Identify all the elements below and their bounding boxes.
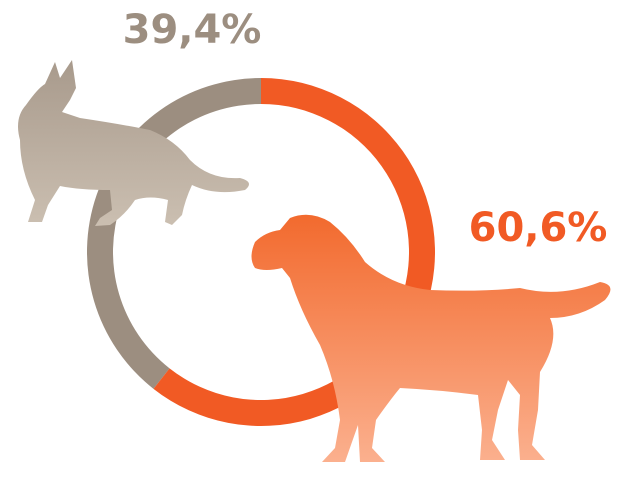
page: 39,4% 60,6% (() => { const data = JSON.p… (0, 0, 622, 477)
chart: 39,4% 60,6% (0, 0, 622, 477)
value-label: 39,4% (123, 7, 262, 53)
value-label: 60,6% (469, 205, 608, 251)
